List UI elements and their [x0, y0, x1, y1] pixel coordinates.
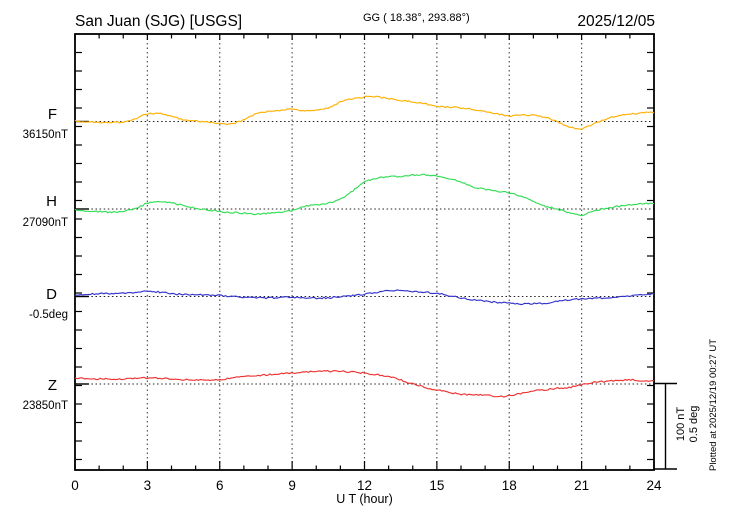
- series-baseline-D: -0.5deg: [29, 309, 68, 321]
- plot-geometry: [74, 33, 677, 471]
- trace-lines: [74, 95, 655, 398]
- scale-bar-label-nt: 100 nT: [675, 407, 687, 442]
- series-label-H: H: [46, 193, 57, 210]
- series-baseline-H: 27090nT: [23, 217, 68, 229]
- series-label-D: D: [46, 286, 57, 303]
- series-label-Z: Z: [48, 377, 57, 394]
- series-baseline-F: 36150nT: [23, 129, 68, 141]
- plot-border: [74, 33, 655, 471]
- geographic-coords: GG ( 18.38°, 293.88°): [363, 12, 470, 24]
- x-tick-label-21: 21: [574, 478, 589, 493]
- trace-Z: [74, 370, 655, 398]
- series-label-F: F: [48, 106, 57, 123]
- x-axis-label: U T (hour): [336, 492, 393, 506]
- x-tick-label-15: 15: [429, 478, 444, 493]
- x-tick-label-3: 3: [144, 478, 152, 493]
- x-tick-label-24: 24: [646, 478, 662, 493]
- station-title: San Juan (SJG) [USGS]: [75, 13, 242, 30]
- x-tick-label-12: 12: [357, 478, 372, 493]
- trace-F: [74, 95, 655, 130]
- plot-date: 2025/12/05: [577, 13, 655, 30]
- trace-H: [74, 173, 655, 217]
- series-baseline-Z: 23850nT: [23, 400, 68, 412]
- x-tick-label-0: 0: [71, 478, 79, 493]
- x-tick-label-6: 6: [216, 478, 224, 493]
- x-tick-label-9: 9: [288, 478, 296, 493]
- trace-D: [74, 289, 655, 306]
- plotted-at-note: Plotted at 2025/12/19 00:27 UT: [708, 339, 719, 471]
- scale-bar-label-deg: 0.5 deg: [688, 406, 700, 443]
- x-tick-label-18: 18: [502, 478, 517, 493]
